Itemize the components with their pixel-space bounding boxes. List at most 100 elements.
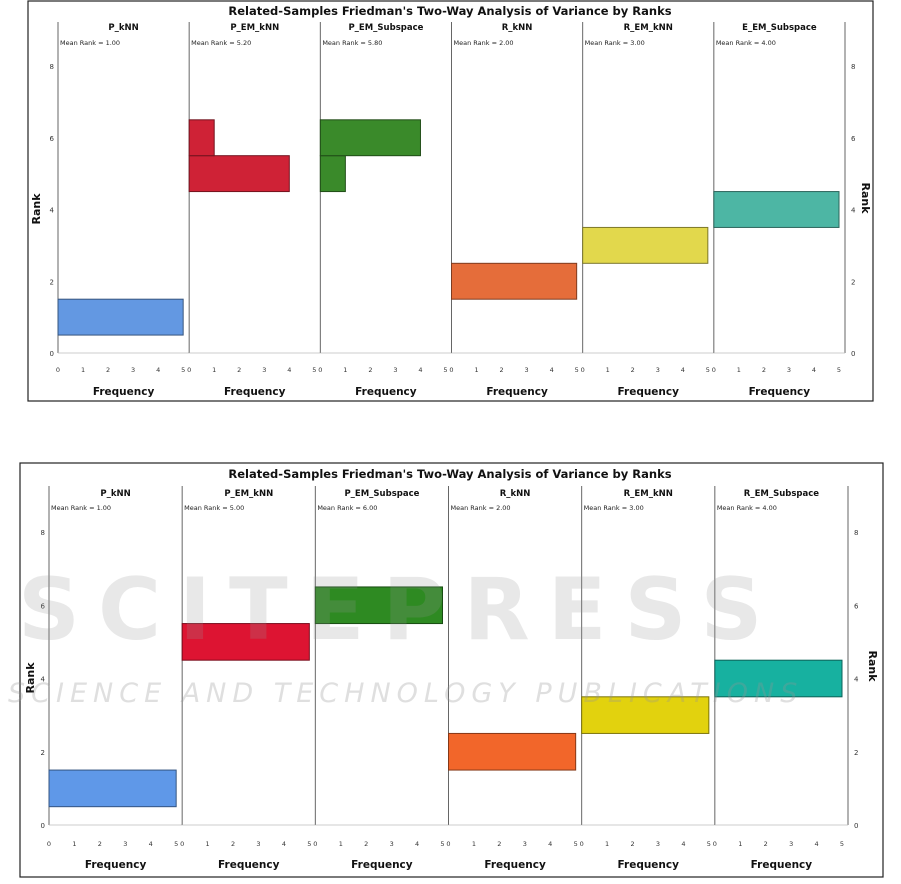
chart2-panel-6-mean-rank: Mean Rank = 4.00 xyxy=(717,504,777,512)
chart2-title: Related-Samples Friedman's Two-Way Analy… xyxy=(228,467,671,481)
chart2-panel-1-xtick-5: 5 xyxy=(174,840,178,848)
chart2-panel-4-xtick-4: 4 xyxy=(548,840,552,848)
chart2-panel-6-xtick-5: 5 xyxy=(840,840,844,848)
chart1-panel-2-bar-1 xyxy=(188,155,290,193)
chart2-ytick-left-0: 0 xyxy=(41,822,45,830)
chart2-panel-2-xtick-2: 2 xyxy=(231,840,235,848)
chart2-panel-6-bar-1 xyxy=(714,659,843,698)
chart2-panel-2-xtick-3: 3 xyxy=(256,840,260,848)
chart1-panel-5-xtick-0: 0 xyxy=(581,366,585,374)
chart2-panel-5-xtick-2: 2 xyxy=(630,840,634,848)
chart2-ylabel-left: Rank xyxy=(24,662,37,694)
chart1-panel-6-xtick-4: 4 xyxy=(812,366,816,374)
chart1-panel-1-xtick-3: 3 xyxy=(131,366,135,374)
chart2-panel-6-xlabel: Frequency xyxy=(751,859,813,871)
chart2-ytick-left-4: 8 xyxy=(41,529,45,537)
chart1-panel-1-mean-rank: Mean Rank = 1.00 xyxy=(60,39,120,47)
chart1-panel-4-xtick-3: 3 xyxy=(525,366,529,374)
chart1-panel-4-xlabel: Frequency xyxy=(486,386,548,398)
chart1-panel-3-xtick-5: 5 xyxy=(443,366,447,374)
chart1-panel-6-bar-1 xyxy=(713,191,840,228)
chart1-panel-2-xtick-1: 1 xyxy=(212,366,216,374)
chart1-title: Related-Samples Friedman's Two-Way Analy… xyxy=(228,4,671,18)
chart2-panel-4-xlabel: Frequency xyxy=(484,859,546,871)
chart2-panel-4-name: R_kNN xyxy=(500,489,531,499)
chart2-panel-4-xtick-1: 1 xyxy=(472,840,476,848)
chart1-panel-2-xtick-0: 0 xyxy=(187,366,191,374)
chart2-panel-3-xtick-5: 5 xyxy=(440,840,444,848)
chart2-panel-6-xtick-1: 1 xyxy=(738,840,742,848)
chart1-ytick-left-4: 8 xyxy=(50,63,54,71)
chart-svg-top: Related-Samples Friedman's Two-Way Analy… xyxy=(27,0,874,402)
chart1-panel-2-mean-rank: Mean Rank = 5.20 xyxy=(191,39,251,47)
chart2-panel-5-xtick-4: 4 xyxy=(681,840,685,848)
chart2-ytick-right-2: 4 xyxy=(854,676,859,684)
chart2-panel-2-xtick-1: 1 xyxy=(206,840,210,848)
chart1-panel-6-xtick-1: 1 xyxy=(737,366,741,374)
chart1-panel-1-xtick-5: 5 xyxy=(181,366,185,374)
chart1-panel-5-bar-1 xyxy=(582,226,709,264)
chart1-panel-6-mean-rank: Mean Rank = 4.00 xyxy=(716,39,776,47)
chart1-panel-5-xtick-4: 4 xyxy=(681,366,685,374)
chart2-panel-2-xtick-5: 5 xyxy=(307,840,311,848)
chart1-panel-1-name: P_kNN xyxy=(108,23,138,33)
chart2-ylabel-right: Rank xyxy=(866,650,879,682)
chart2-panel-2-xlabel: Frequency xyxy=(218,859,280,871)
chart2-panel-2-name: P_EM_kNN xyxy=(224,489,273,499)
chart1-panel-5-xtick-1: 1 xyxy=(606,366,610,374)
chart2-panel-5-xtick-3: 3 xyxy=(656,840,660,848)
chart1-panel-5-xtick-2: 2 xyxy=(631,366,635,374)
chart1-ytick-left-0: 0 xyxy=(50,350,54,358)
friedman-chart-bottom: Related-Samples Friedman's Two-Way Analy… xyxy=(0,460,901,880)
chart1-panel-4-name: R_kNN xyxy=(502,23,533,33)
chart1-panel-6-xtick-5: 5 xyxy=(837,366,841,374)
friedman-chart-top: Related-Samples Friedman's Two-Way Analy… xyxy=(0,0,901,404)
chart1-panel-6-xtick-3: 3 xyxy=(787,366,791,374)
chart1-panel-4-xtick-1: 1 xyxy=(474,366,478,374)
chart1-panel-4-bar-1 xyxy=(451,262,578,300)
chart1-panel-3-xtick-4: 4 xyxy=(418,366,422,374)
chart2-ytick-right-3: 6 xyxy=(854,602,859,610)
chart1-panel-5-xlabel: Frequency xyxy=(618,386,680,398)
chart1-panel-2-xtick-5: 5 xyxy=(312,366,316,374)
chart1-panel-2-name: P_EM_kNN xyxy=(230,23,279,33)
chart1-panel-1-bar-1 xyxy=(57,298,184,336)
chart2-panel-2-xtick-4: 4 xyxy=(282,840,286,848)
chart1-ytick-right-0: 0 xyxy=(851,350,855,358)
chart2-panel-4-mean-rank: Mean Rank = 2.00 xyxy=(451,504,511,512)
chart1-ylabel-left: Rank xyxy=(30,193,43,225)
chart1-ytick-right-2: 4 xyxy=(851,207,856,215)
chart2-panel-5-bar-1 xyxy=(581,696,710,734)
chart2-panel-2-bar-1 xyxy=(181,623,310,661)
chart2-panel-2-mean-rank: Mean Rank = 5.00 xyxy=(184,504,244,512)
chart2-panel-4-xtick-2: 2 xyxy=(497,840,501,848)
chart2-panel-5-name: R_EM_kNN xyxy=(624,489,673,499)
chart2-panel-3-xtick-4: 4 xyxy=(415,840,419,848)
chart2-ytick-right-4: 8 xyxy=(854,529,858,537)
chart1-ytick-right-1: 2 xyxy=(851,278,855,286)
chart1-panel-4-xtick-5: 5 xyxy=(575,366,579,374)
chart1-panel-5-xtick-5: 5 xyxy=(706,366,710,374)
chart1-panel-5-xtick-3: 3 xyxy=(656,366,660,374)
chart1-panel-6-xlabel: Frequency xyxy=(749,386,811,398)
chart1-panel-3-xtick-0: 0 xyxy=(318,366,322,374)
chart1-panel-2-xlabel: Frequency xyxy=(224,386,286,398)
chart2-panel-1-xtick-2: 2 xyxy=(98,840,102,848)
chart1-panel-2-xtick-3: 3 xyxy=(262,366,266,374)
chart2-panel-6-name: R_EM_Subspace xyxy=(744,489,819,499)
chart1-panel-4-xtick-4: 4 xyxy=(550,366,554,374)
chart1-panel-3-name: P_EM_Subspace xyxy=(348,23,423,33)
chart2-panel-5-xtick-5: 5 xyxy=(707,840,711,848)
chart2-panel-1-bar-1 xyxy=(48,769,177,808)
chart2-panel-3-xlabel: Frequency xyxy=(351,859,413,871)
chart1-panel-3-xlabel: Frequency xyxy=(355,386,417,398)
chart1-ytick-left-3: 6 xyxy=(50,135,55,143)
chart1-panel-6-name: E_EM_Subspace xyxy=(742,23,817,33)
chart2-panel-1-xlabel: Frequency xyxy=(85,859,147,871)
chart1-panel-1-xlabel: Frequency xyxy=(93,386,155,398)
chart2-panel-1-mean-rank: Mean Rank = 1.00 xyxy=(51,504,111,512)
chart-svg-bottom: Related-Samples Friedman's Two-Way Analy… xyxy=(19,462,884,878)
chart1-panel-5-name: R_EM_kNN xyxy=(624,23,673,33)
chart2-ytick-right-0: 0 xyxy=(854,822,858,830)
chart2-panel-5-xtick-0: 0 xyxy=(580,840,584,848)
